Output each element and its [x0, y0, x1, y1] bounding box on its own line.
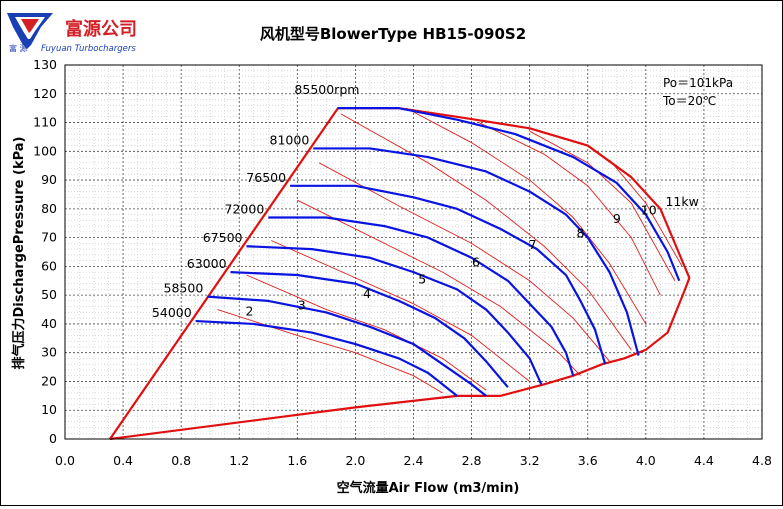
speed-line-85500	[337, 107, 681, 282]
speed-line-72000	[268, 216, 575, 377]
x-tick-label: 4.0	[636, 453, 656, 468]
x-tick-label: 4.8	[752, 453, 772, 468]
y-tick-label: 10	[41, 402, 57, 417]
x-tick-label: 2.0	[345, 453, 365, 468]
power-label-9: 9	[613, 211, 621, 226]
x-tick-label: 3.2	[520, 453, 540, 468]
logo-small-cn: 富 源	[9, 43, 28, 53]
power-label-2: 2	[245, 303, 253, 318]
speed-label-76500: 76500	[246, 170, 286, 185]
power-label-8: 8	[577, 226, 585, 241]
logo-company-name: 富源公司	[65, 18, 137, 40]
power-lines	[217, 107, 683, 394]
axes: 0.0 0.4 0.8 1.2 1.6 2.0 2.4 2.8 3.2 3.6 4.0 4.4 4.8 0…	[33, 57, 772, 468]
power-line-5	[297, 199, 581, 377]
power-label-5: 5	[418, 272, 426, 287]
y-tick-label: 0	[49, 431, 57, 446]
power-line-9	[478, 122, 661, 296]
x-tick-label: 1.2	[229, 453, 249, 468]
x-tick-label: 0.8	[171, 453, 191, 468]
y-axis-title: 排气压力DischargePressure (kPa)	[11, 137, 27, 370]
y-tick-label: 110	[33, 115, 57, 130]
x-tick-label: 0.0	[55, 453, 75, 468]
conditions-box: Po＝101kPa To＝20℃	[662, 76, 733, 108]
speed-line-76500	[290, 184, 607, 365]
chart-title: 风机型号BlowerType HB15-090S2	[260, 25, 526, 43]
speed-label-58500: 58500	[164, 281, 204, 296]
condition-pressure: Po＝101kPa	[663, 76, 733, 90]
y-tick-label: 50	[41, 287, 57, 302]
power-line-3	[246, 274, 487, 391]
power-line-11kw	[609, 159, 683, 267]
speed-line-67500	[246, 245, 543, 385]
surge-and-choke-boundary	[109, 107, 691, 441]
x-tick-label: 2.8	[462, 453, 482, 468]
power-label-7: 7	[529, 237, 537, 252]
power-line-8	[406, 107, 647, 325]
power-line-10	[529, 130, 676, 281]
power-label-3: 3	[298, 298, 306, 313]
power-label-11kw: 11kw	[665, 194, 698, 209]
y-tick-label: 130	[33, 57, 57, 72]
power-label-6: 6	[472, 254, 480, 269]
grid	[64, 64, 763, 440]
curve-labels: 2 3 4 5 6 7 8 9 10 11kw 54000 58500 63000 67500 72000 7…	[152, 82, 699, 320]
x-tick-label: 3.6	[578, 453, 598, 468]
speed-label-54000: 54000	[152, 305, 192, 320]
y-tick-label: 90	[41, 172, 57, 187]
y-tick-label: 120	[33, 86, 57, 101]
power-line-4	[271, 240, 530, 382]
speed-lines	[195, 107, 681, 397]
speed-label-72000: 72000	[225, 201, 265, 216]
y-tick-label: 40	[41, 316, 57, 331]
power-label-4: 4	[363, 286, 371, 301]
y-tick-label: 20	[41, 373, 57, 388]
y-tick-label: 100	[33, 143, 57, 158]
speed-label-67500: 67500	[203, 230, 243, 245]
x-tick-label: 0.4	[113, 453, 133, 468]
speed-label-81000: 81000	[270, 132, 310, 147]
company-logo: 富源公司 富 源 Fuyuan Turbochargers	[7, 13, 137, 54]
speed-line-81000	[313, 147, 640, 356]
x-tick-label: 1.6	[287, 453, 307, 468]
plot-area-border	[64, 64, 763, 440]
speed-line-63000	[230, 271, 509, 388]
x-tick-label: 2.4	[404, 453, 424, 468]
y-tick-label: 80	[41, 201, 57, 216]
y-tick-label: 70	[41, 230, 57, 245]
speed-label-63000: 63000	[187, 256, 227, 271]
operating-envelope	[109, 107, 691, 441]
x-axis-title: 空气流量Air Flow (m3/min)	[337, 480, 520, 496]
power-label-10: 10	[641, 203, 657, 218]
speed-label-85500: 85500rpm	[294, 82, 359, 97]
x-tick-label: 4.4	[694, 453, 714, 468]
y-tick-label: 30	[41, 345, 57, 360]
logo-english-name: Fuyuan Turbochargers	[41, 44, 136, 54]
condition-temperature: To＝20℃	[662, 94, 716, 108]
power-line-2	[217, 309, 443, 394]
speed-line-54000	[195, 319, 458, 397]
power-line-6	[318, 162, 610, 362]
speed-line-58500	[207, 295, 487, 397]
y-tick-label: 60	[41, 258, 57, 273]
